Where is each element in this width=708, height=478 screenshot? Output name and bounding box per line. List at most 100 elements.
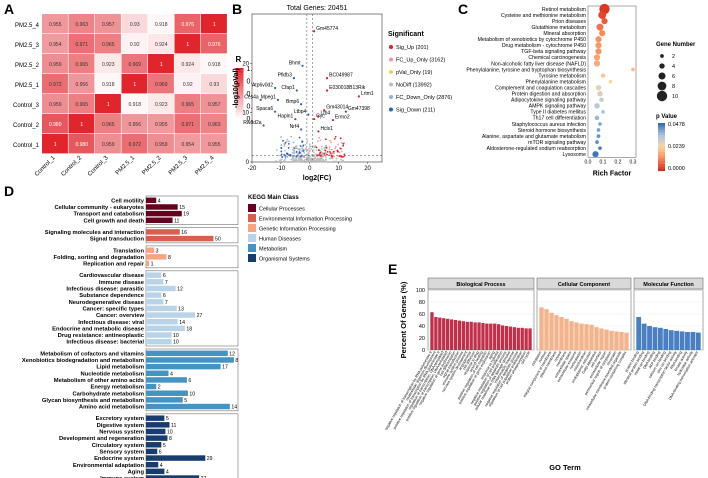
go-bar — [574, 322, 579, 350]
go-bar — [652, 327, 658, 350]
volcano-point-down — [299, 145, 302, 147]
volcano-point-down — [283, 143, 286, 146]
volcano-labeled-point — [301, 64, 304, 67]
volcano-labeled-point — [344, 110, 347, 113]
heatmap-cell-value: 0.972 — [49, 82, 62, 88]
kegg-pathway-label: Neurodegenerative disease — [69, 300, 145, 306]
volcano-gene-label: Gm47398 — [348, 106, 370, 112]
go-y-axis-title: Percent Of Genes (%) — [399, 281, 408, 358]
kegg-bar-count: 11 — [171, 423, 176, 429]
enrichment-term-label: Alanine, aspartate and glutamate metabol… — [482, 134, 586, 140]
volcano-point-down — [292, 146, 295, 149]
enrichment-x-tick-label: 0.3 — [630, 159, 637, 165]
heatmap-cell-value: 0.954 — [181, 142, 194, 148]
kegg-pathway-label: Glycan biosynthesis and metabolism — [42, 398, 144, 404]
volcano-point-nodiff — [291, 149, 294, 151]
volcano-point-down — [280, 150, 283, 153]
kegg-bar-count: 16 — [181, 230, 187, 236]
heatmap-cell-value: 0.92 — [130, 42, 140, 48]
enrichment-dot — [599, 97, 604, 103]
kegg-pathway-label: Cancer: overview — [96, 313, 144, 319]
volcano-gene-label: Gm45774 — [316, 26, 338, 32]
volcano-point-up — [324, 149, 327, 152]
volcano-point-nodiff — [325, 158, 327, 161]
volcano-labeled-point — [331, 118, 334, 122]
go-bar — [604, 329, 609, 350]
heatmap-cell — [201, 14, 227, 34]
volcano-gene-label: Hcls1 — [320, 126, 333, 132]
kegg-bar — [146, 247, 155, 253]
volcano-legend-label: Sig_Up (201) — [396, 45, 429, 51]
volcano-point-down — [298, 148, 301, 151]
kegg-legend-label: Environmental Information Processing — [259, 217, 352, 223]
go-bar — [461, 321, 466, 350]
kegg-bar-count: 6 — [163, 293, 166, 299]
heatmap-legend-swatch — [235, 81, 244, 84]
kegg-bar-count: 6 — [188, 378, 191, 384]
volcano-point-nodiff — [329, 161, 331, 163]
heatmap-legend-swatch — [235, 117, 244, 121]
go-bar — [584, 324, 589, 350]
heatmap-cell — [68, 34, 95, 54]
kegg-bar-count: 8 — [169, 436, 172, 442]
volcano-x-tick-label: 0 — [308, 166, 312, 172]
heatmap-cell-value: 0.965 — [102, 42, 115, 48]
heatmap-cell — [148, 34, 174, 54]
kegg-bar — [146, 299, 164, 305]
heatmap-row-label: PM2.5_3 — [15, 43, 40, 49]
go-facet-title: Biological Process — [456, 282, 505, 288]
kegg-bar — [146, 285, 176, 292]
heatmap-row-label: Control_2 — [13, 123, 40, 129]
enrichment-term-label: Steroid hormone biosynthesis — [518, 128, 587, 134]
kegg-pathway-label: Aging — [128, 469, 145, 475]
volcano-gene-label: Rwdd2a — [243, 120, 262, 126]
heatmap-cell-value: 0.955 — [208, 142, 221, 148]
color-legend-title: p Value — [656, 114, 678, 120]
kegg-bar-count: 10 — [189, 391, 195, 397]
kegg-pathway-label: Cell growth and death — [83, 218, 144, 224]
go-bar — [599, 328, 604, 350]
volcano-point-nodiff — [315, 149, 318, 152]
enrichment-term-label: Complement and coagulation cascades — [495, 85, 586, 91]
enrichment-term-label: Phenylalanine metabolism — [525, 79, 586, 85]
go-facet-strip — [427, 277, 535, 290]
go-term-label: cell cycle — [520, 351, 531, 366]
panel-c-label: C — [458, 1, 468, 17]
volcano-point-up — [328, 139, 331, 142]
enrichment-term-label: Chemical carcinogenesis — [528, 55, 586, 61]
enrichment-dot — [598, 122, 602, 126]
heatmap-legend-swatch — [235, 99, 244, 102]
heatmap-row-label: Control_3 — [13, 103, 40, 109]
kegg-legend-label: Cellular Processes — [259, 207, 305, 213]
volcano-point-nodiff — [283, 159, 286, 161]
kegg-bar-count: 8 — [235, 358, 238, 364]
heatmap-cell-value: 0.959 — [49, 62, 62, 68]
volcano-point-up — [317, 149, 320, 152]
kegg-bar — [146, 475, 200, 478]
heatmap-cell-value: 1 — [213, 22, 216, 28]
volcano-point-nodiff — [320, 156, 323, 159]
heatmap-legend-swatch — [235, 70, 244, 74]
heatmap-legend-swatch — [235, 88, 244, 92]
volcano-point-up — [326, 153, 328, 156]
enrichment-term-label: Aldosterone-regulated sodium reabsorptio… — [487, 146, 587, 152]
size-legend-dot — [658, 72, 666, 80]
heatmap-cell — [95, 74, 121, 94]
size-legend-dot — [656, 90, 668, 102]
volcano-point-up — [343, 153, 346, 156]
volcano-point-up — [331, 152, 334, 155]
go-y-tick-label: 100 — [416, 288, 425, 294]
go-bar — [524, 328, 528, 350]
kegg-group-frame — [145, 195, 239, 225]
volcano-legend-title: Significant — [388, 31, 424, 38]
volcano-point-up — [319, 151, 322, 154]
heatmap-cell — [68, 114, 95, 134]
heatmap-cell-value: 1 — [133, 82, 136, 88]
heatmap-cell-value: 0.971 — [181, 122, 194, 128]
volcano-point-up — [318, 136, 321, 139]
heatmap-panel: PM2.5_4 0.955 0.963 0.957 0.93 0.918 0.976 1 PM2… — [13, 14, 260, 178]
heatmap-cell-value: 0.93 — [209, 82, 219, 88]
heatmap-cell — [148, 94, 174, 114]
go-bar — [500, 325, 505, 350]
